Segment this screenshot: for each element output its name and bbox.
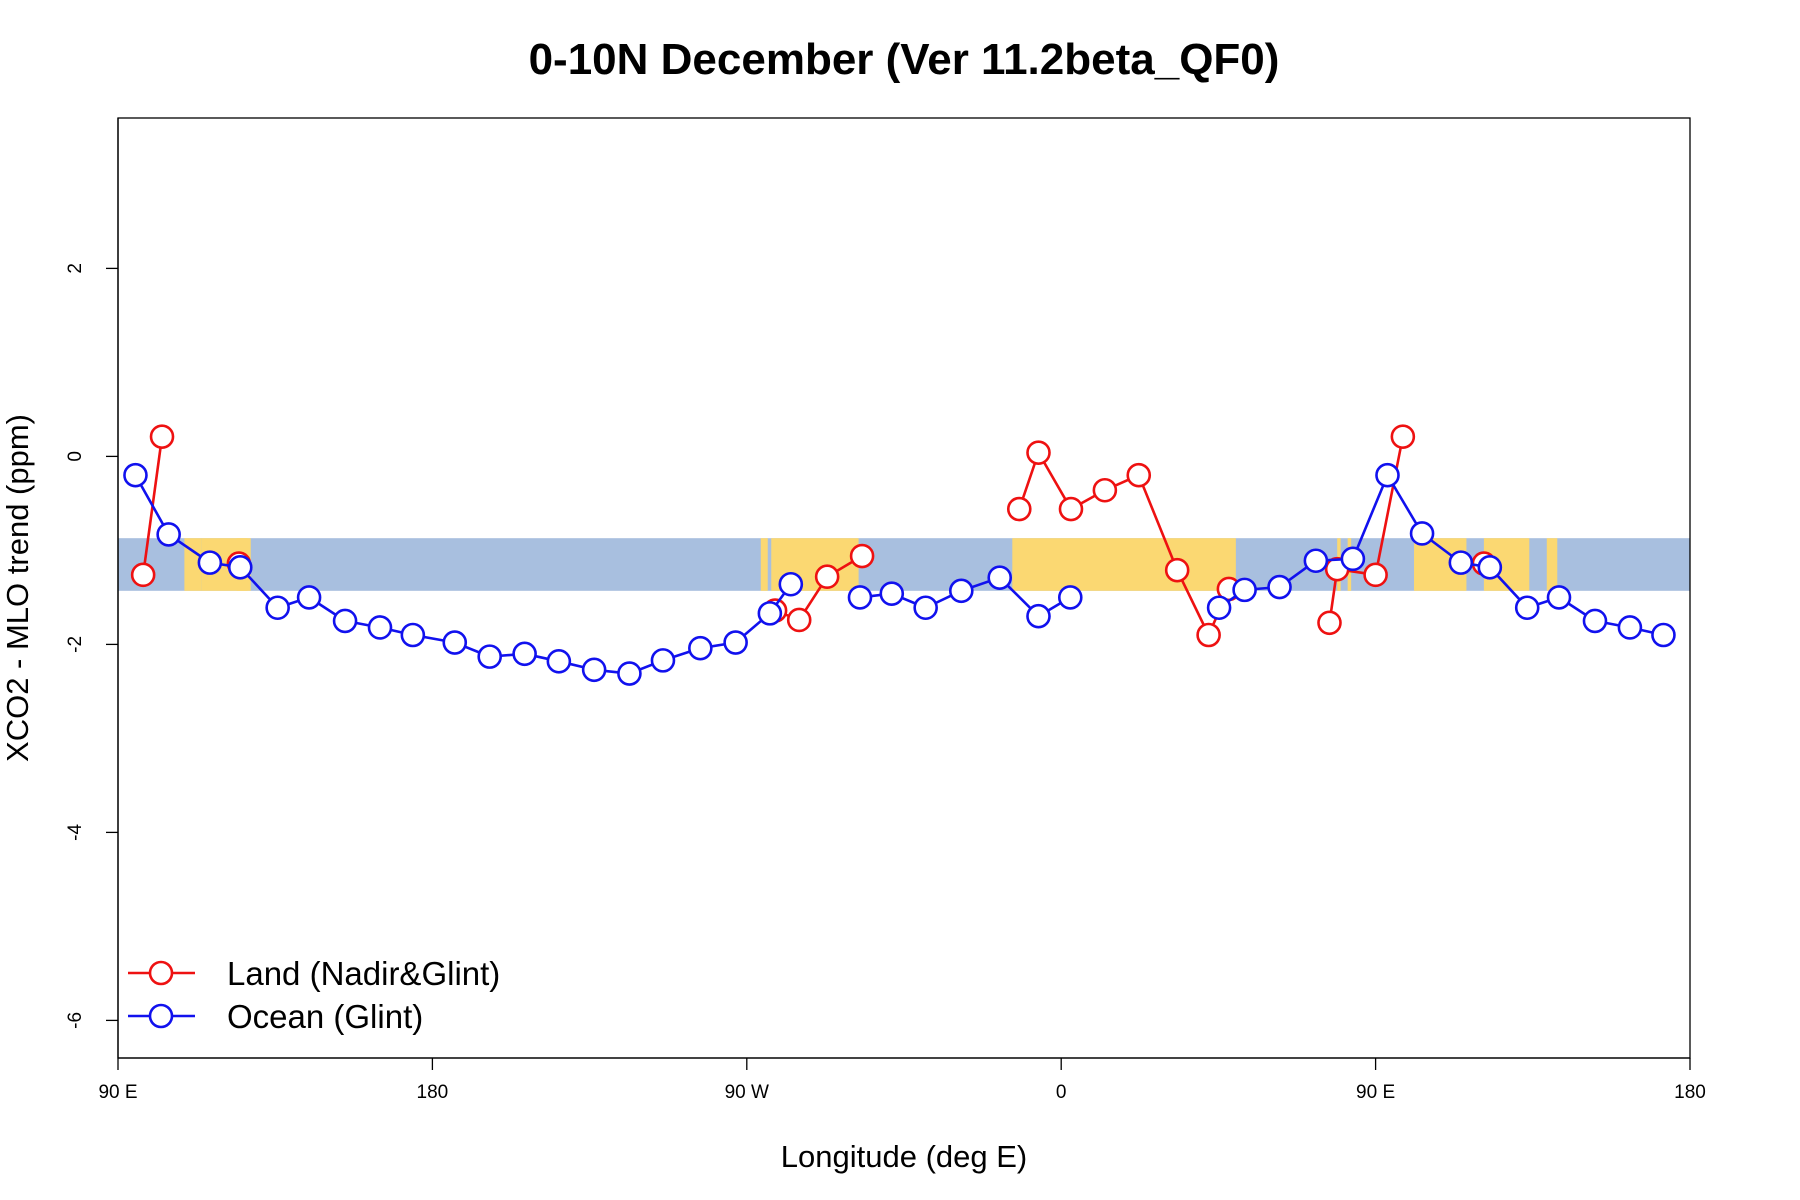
series-1-point-19	[778, 571, 804, 597]
series-1-point-26	[1057, 585, 1083, 610]
series-1-point-24	[987, 565, 1013, 590]
series-1-point-8	[400, 622, 426, 648]
series-1-point-14	[617, 661, 642, 686]
x-tick-label-1: 180	[417, 1082, 449, 1103]
series-0-point-15	[1317, 610, 1342, 636]
series-1-point-34	[1448, 550, 1474, 575]
series-1-point-1	[156, 522, 181, 547]
series-1-point-39	[1617, 615, 1643, 640]
series-1-point-4	[265, 595, 290, 621]
legend-ocean-label: Ocean (Glint)	[227, 998, 423, 1035]
x-axis-label: Longitude (deg E)	[781, 1139, 1027, 1174]
series-0-point-0	[130, 562, 156, 588]
series-1-point-31	[1340, 546, 1366, 572]
band-land-0	[184, 538, 202, 591]
axes: 90 E 180 90 W 0 90 E 180 2 0 -2 -4 -6	[65, 118, 1706, 1103]
y-tick-label-0: 2	[65, 263, 86, 274]
series-0-point-7	[1006, 496, 1032, 522]
series-0-point-12	[1164, 557, 1190, 583]
band-land-3	[760, 538, 768, 591]
series-1-point-16	[688, 635, 713, 661]
series-0-point-17	[1363, 562, 1388, 588]
series-1-point-12	[546, 649, 572, 674]
series-0-point-10	[1092, 477, 1118, 503]
y-tick-label-3: -4	[65, 824, 86, 841]
series-1-point-7	[367, 615, 393, 640]
y-axis-label: XCO2 - MLO trend (ppm)	[0, 414, 35, 762]
series-1-point-35	[1477, 555, 1503, 580]
series-1-point-2	[197, 550, 223, 575]
series-1-point-27	[1206, 595, 1232, 621]
series-1-point-0	[123, 462, 148, 488]
series-1-point-11	[512, 641, 537, 667]
series-0-point-6	[849, 543, 875, 569]
series-0-line-2	[774, 554, 863, 622]
chart-title: 0-10N December (Ver 11.2beta_QF0)	[529, 35, 1280, 84]
series-1-point-25	[1026, 603, 1051, 629]
x-tick-label-0: 90 E	[98, 1082, 137, 1103]
series-0-point-1	[149, 424, 175, 449]
series-1-point-3	[227, 555, 253, 580]
x-tick-label-3: 0	[1056, 1082, 1067, 1103]
series-1-point-30	[1303, 548, 1329, 574]
series-0-point-5	[814, 564, 840, 590]
series-1-point-29	[1267, 574, 1292, 600]
series-0-point-4	[786, 607, 812, 633]
series-0-point-8	[1026, 440, 1051, 465]
legend-land-label: Land (Nadir&Glint)	[227, 955, 500, 992]
legend-ocean-marker	[148, 1003, 174, 1029]
series-0	[130, 424, 1497, 648]
series-1-point-22	[913, 595, 938, 621]
series-1-point-40	[1651, 622, 1676, 648]
series-1-point-33	[1409, 521, 1435, 546]
series-1-point-17	[723, 630, 748, 655]
series-1-point-20	[847, 585, 873, 610]
series-1-point-38	[1582, 608, 1608, 634]
legend-land-marker	[148, 960, 174, 986]
x-tick-label-5: 180	[1674, 1082, 1706, 1103]
series-1-point-15	[650, 648, 676, 673]
legend: Land (Nadir&Glint) Ocean (Glint)	[128, 955, 500, 1035]
series-1-point-10	[477, 644, 502, 669]
series-1-point-36	[1514, 595, 1540, 621]
series-1-point-9	[442, 630, 468, 655]
series-0-point-9	[1058, 496, 1084, 522]
x-tick-label-4: 90 E	[1356, 1082, 1395, 1103]
series-0-line-4	[1328, 436, 1405, 623]
y-tick-label-2: -2	[65, 636, 86, 653]
series-1-point-5	[296, 585, 322, 610]
band-land-5	[1012, 538, 1236, 591]
series-0-point-18	[1390, 424, 1416, 449]
series-1-point-23	[948, 578, 974, 604]
series-1-point-6	[332, 608, 358, 634]
y-tick-label-4: -6	[65, 1012, 86, 1029]
series-0-point-13	[1196, 622, 1221, 648]
series-1	[123, 462, 1676, 686]
band-land-10	[1546, 538, 1558, 591]
series-1-point-18	[757, 601, 783, 626]
series-0-point-11	[1126, 462, 1152, 488]
series-1-point-21	[879, 581, 905, 606]
series-1-point-13	[581, 657, 607, 683]
series-1-point-28	[1232, 577, 1257, 603]
x-tick-label-2: 90 W	[725, 1082, 769, 1103]
series-1-point-32	[1375, 462, 1400, 488]
series-1-point-37	[1546, 585, 1572, 610]
y-tick-label-1: 0	[65, 451, 86, 462]
series	[123, 424, 1676, 686]
